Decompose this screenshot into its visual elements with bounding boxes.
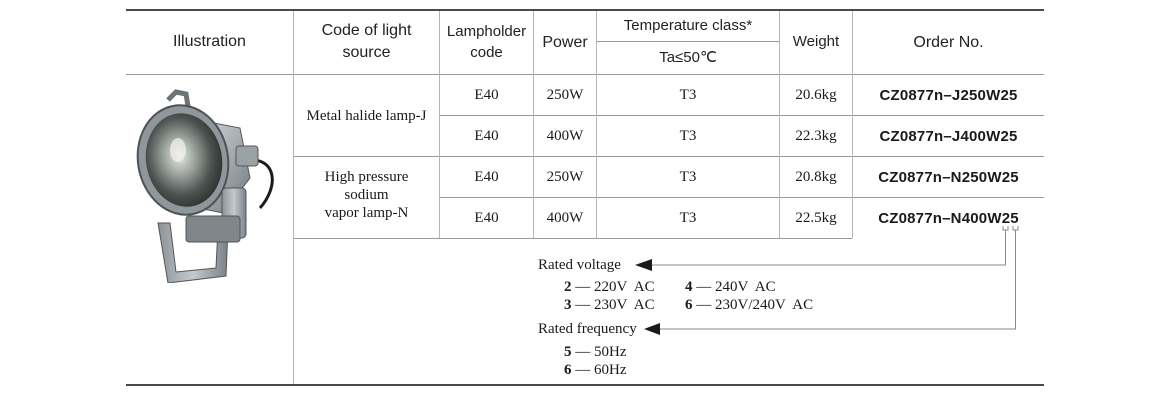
row-4-power: 400W (546, 210, 584, 226)
row-4-lampholder: E40 (474, 210, 499, 226)
row-3-weight: 20.8kg (795, 169, 837, 185)
row-4-order: CZ0877n–N400W25 (878, 210, 1019, 227)
header-code-light-source: Code of light source (294, 20, 439, 64)
group-label-line: High pressure (324, 169, 409, 185)
option-code: 6 (685, 297, 693, 313)
option-code: 2 (564, 279, 572, 295)
row-1-power: 250W (546, 87, 584, 103)
header-code-light-source-line-1: Code of light (321, 22, 412, 39)
row-1-weight: 20.6kg (795, 87, 837, 103)
voltage-option-3: 3 — 230V AC (564, 296, 655, 314)
option-value: 230V AC (594, 297, 655, 313)
row-1-temp: T3 (679, 87, 697, 103)
row-3-lampholder: E40 (474, 169, 499, 185)
voltage-option-2: 2 — 220V AC (564, 278, 655, 296)
temperature-sub-rule (597, 41, 779, 42)
rated-voltage-title: Rated voltage (538, 257, 621, 273)
rated-frequency-title: Rated frequency (538, 321, 637, 337)
frequency-digit-bracket (1012, 226, 1019, 231)
voltage-digit-bracket (1002, 226, 1009, 231)
group-label-line: sodium (344, 187, 389, 203)
option-separator: — (571, 279, 594, 295)
row-2-temp: T3 (679, 128, 697, 144)
group-label-line: Metal halide lamp-J (306, 108, 427, 124)
frequency-option-5: 5 — 50Hz (564, 343, 627, 361)
row-1-lampholder: E40 (474, 87, 499, 103)
row-3-temp: T3 (679, 169, 697, 185)
frequency-option-6: 6 — 60Hz (564, 361, 627, 379)
row-4-weight: 22.5kg (795, 210, 837, 226)
option-separator: — (571, 344, 594, 360)
header-lampholder-line-2: code (470, 44, 503, 61)
col-rule-weight (852, 11, 853, 238)
header-lampholder-line-1: Lampholder (446, 23, 527, 40)
option-separator: — (692, 279, 715, 295)
row-rule-4 (294, 238, 852, 239)
header-temperature-class: Temperature class* (623, 17, 753, 34)
col-rule-temperature (779, 11, 780, 238)
voltage-leader-line (652, 230, 1006, 266)
col-rule-illustration (293, 11, 294, 384)
row-rule-2 (294, 156, 1044, 157)
voltage-arrow-icon (635, 259, 652, 271)
option-value: 240V AC (715, 279, 776, 295)
header-lampholder-code: Lampholder code (440, 21, 533, 63)
option-value: 220V AC (594, 279, 655, 295)
option-value: 230V/240V AC (715, 297, 814, 313)
header-ta: Ta≤50℃ (659, 49, 717, 66)
row-rule-1 (439, 115, 1044, 116)
frequency-arrow-icon (644, 323, 660, 335)
option-code: 3 (564, 297, 572, 313)
group-label-high-pressure-sodium: High pressure sodium vapor lamp-N (294, 168, 439, 222)
voltage-option-6: 6 — 230V/240V AC (685, 296, 813, 314)
header-bottom-rule (126, 74, 1044, 75)
row-4-temp: T3 (679, 210, 697, 226)
group-label-line: vapor lamp-N (324, 205, 409, 221)
option-code: 4 (685, 279, 693, 295)
row-1-order: CZ0877n–J250W25 (879, 87, 1018, 104)
row-3-power: 250W (546, 169, 584, 185)
header-code-light-source-line-2: source (342, 44, 391, 61)
option-code: 6 (564, 362, 572, 378)
table-top-rule (126, 9, 1044, 11)
header-power: Power (542, 34, 588, 51)
row-2-weight: 22.3kg (795, 128, 837, 144)
option-value: 50Hz (594, 344, 627, 360)
row-2-power: 400W (546, 128, 584, 144)
row-3-order: CZ0877n–N250W25 (878, 169, 1019, 186)
floodlight-lamp-icon (136, 89, 274, 283)
col-rule-source (439, 11, 440, 238)
option-code: 5 (564, 344, 572, 360)
option-separator: — (692, 297, 715, 313)
header-order-no: Order No. (913, 34, 984, 51)
header-illustration: Illustration (173, 33, 246, 50)
option-separator: — (571, 362, 594, 378)
option-value: 60Hz (594, 362, 627, 378)
row-2-lampholder: E40 (474, 128, 499, 144)
row-rule-3 (439, 197, 1044, 198)
frequency-leader-line (660, 230, 1016, 330)
row-2-order: CZ0877n–J400W25 (879, 128, 1018, 145)
table-bottom-rule (126, 384, 1044, 386)
col-rule-power (596, 11, 597, 238)
header-weight: Weight (792, 33, 840, 50)
option-separator: — (571, 297, 594, 313)
group-label-metal-halide: Metal halide lamp-J (294, 107, 439, 125)
col-rule-lampholder (533, 11, 534, 238)
voltage-option-4: 4 — 240V AC (685, 278, 776, 296)
